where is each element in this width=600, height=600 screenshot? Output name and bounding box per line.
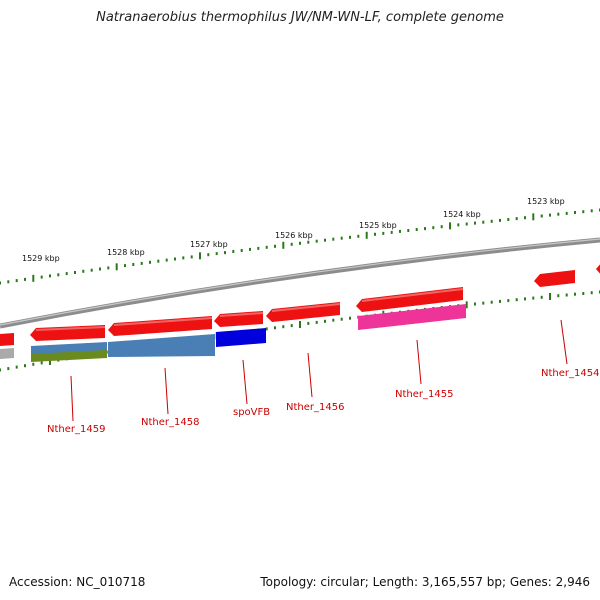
map-title: Natranaerobius thermophilus JW/NM-WN-LF,… [96,10,504,25]
gene-arrow[interactable] [0,333,14,346]
kbp-label: 1523 kbp [527,197,565,206]
gene-arrow[interactable] [266,302,340,322]
kbp-labels: 1529 kbp 1528 kbp 1527 kbp 1526 kbp 1525… [22,197,565,263]
gene-arrow[interactable] [30,325,105,341]
cog-bars [0,304,466,362]
gene-arrow[interactable] [214,311,263,327]
gene-label: Nther_1454 [541,368,599,379]
gene-arrow[interactable] [596,262,600,276]
gene-label: Nther_1455 [395,389,453,400]
cog-bar [108,334,215,357]
forward-genes [0,262,600,346]
gene-label: Nther_1458 [141,417,199,428]
gene-label: Nther_1456 [286,402,344,413]
accession-text: Accession: NC_010718 [9,575,146,589]
gene-labels: Nther_1459 Nther_1458 spoVFB Nther_1456 … [47,368,599,435]
gene-arrow[interactable] [108,316,212,336]
kbp-label: 1529 kbp [22,254,60,263]
kbp-label: 1525 kbp [359,221,397,230]
label-leaders [70,319,568,422]
kbp-label: 1528 kbp [107,248,145,257]
cog-bar [358,304,466,330]
topology-summary: Topology: circular; Length: 3,165,557 bp… [260,575,590,589]
kbp-label: 1527 kbp [190,240,228,249]
cog-bar [31,350,107,362]
cog-bar [0,348,14,359]
gene-highlights [35,288,464,331]
genome-backbone [0,237,600,329]
outer-scale-ticks [0,208,600,285]
gene-label: spoVFB [233,407,270,418]
cog-bar [216,328,266,347]
kbp-label: 1526 kbp [275,231,313,240]
gene-arrow[interactable] [534,270,575,287]
backbone-highlight [0,238,600,326]
kbp-label: 1524 kbp [443,210,481,219]
gene-label: Nther_1459 [47,424,105,435]
gene-arrow[interactable] [356,287,463,312]
